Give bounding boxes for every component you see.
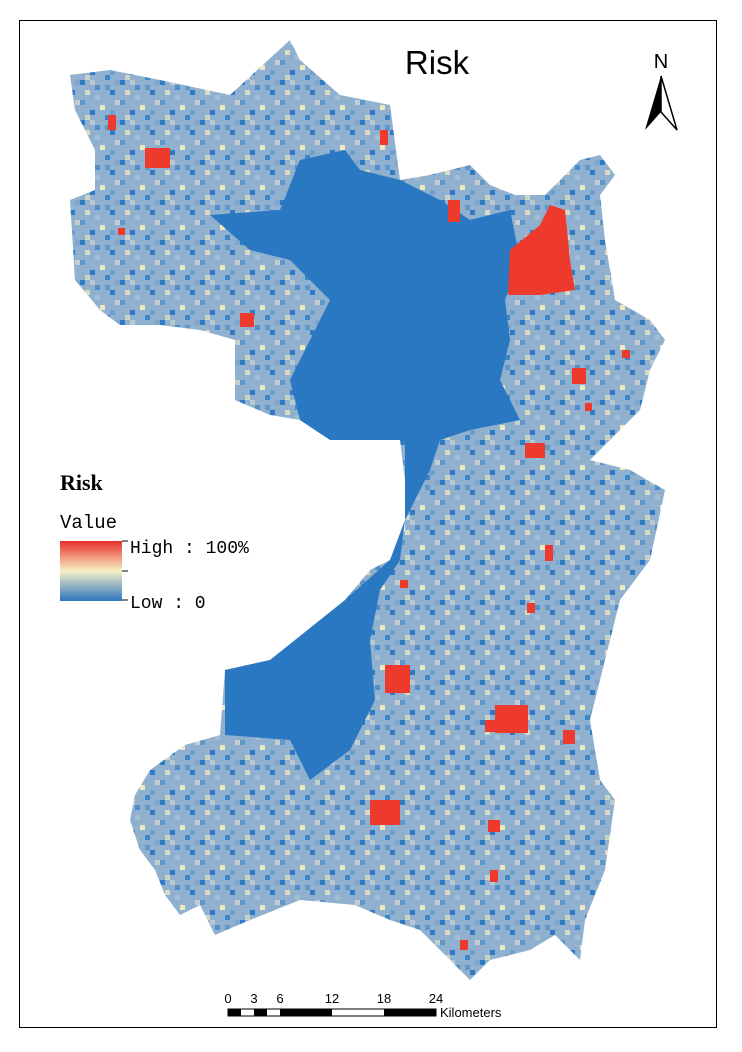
scale-label: 6 [276,991,283,1006]
scale-label: 3 [250,991,257,1006]
scale-bar: 0 3 6 12 18 24 Kilometers [224,991,502,1020]
risk-raster [70,40,665,980]
north-arrow-right [660,75,678,131]
legend-ramp [60,541,122,601]
legend-subtitle: Value [60,512,117,534]
legend: Risk Value High : 100% Low : 0 [60,470,249,614]
scale-bar-segment [228,1009,241,1016]
legend-high-label: High : 100% [130,539,249,559]
scale-label: 0 [224,991,231,1006]
map-title: Risk [405,44,470,81]
map-frame [19,20,717,1028]
scale-bar-segment [384,1009,436,1016]
scale-unit: Kilometers [440,1005,502,1020]
north-arrow: N [645,51,678,131]
legend-title: Risk [60,470,104,495]
low-risk-zone [210,150,520,780]
north-label: N [654,51,668,73]
legend-low-label: Low : 0 [130,594,206,614]
scale-bar-segment [254,1009,267,1016]
scale-label: 18 [377,991,391,1006]
north-arrow-left [645,76,661,130]
scale-bar-segment [280,1009,332,1016]
scale-label: 24 [429,991,443,1006]
high-risk-spots [108,115,630,950]
scale-label: 12 [325,991,339,1006]
